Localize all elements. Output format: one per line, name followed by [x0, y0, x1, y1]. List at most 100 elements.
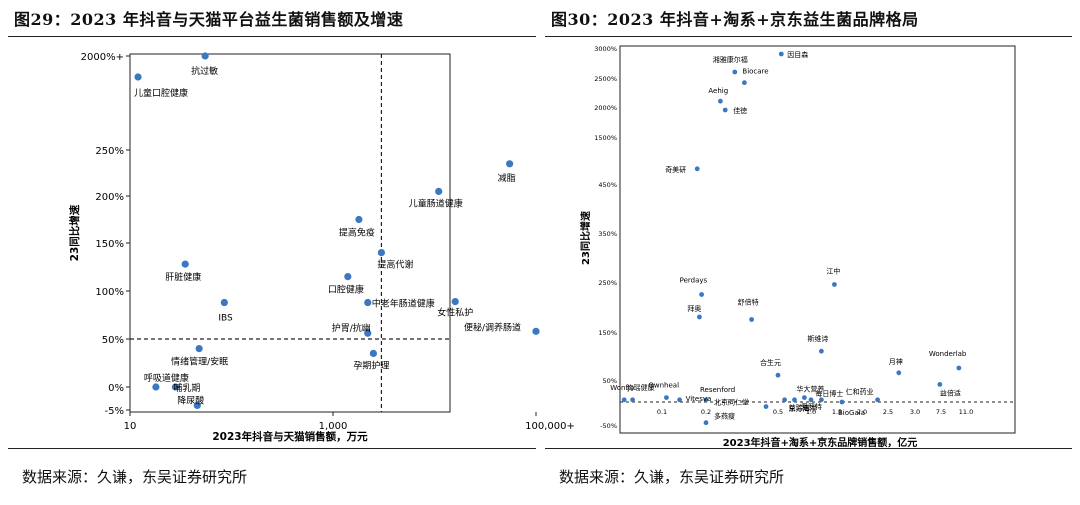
data-point — [369, 349, 377, 357]
footer-rule — [545, 448, 1072, 449]
point-label: 护胃/抗幽 — [332, 322, 371, 334]
data-point — [875, 397, 880, 403]
y-tick-label: 1500% — [594, 134, 617, 142]
point-label: 东方海洋 — [789, 404, 817, 413]
y-tick-label: 50% — [603, 377, 617, 385]
data-point — [201, 52, 209, 60]
point-label: BioGaia — [838, 409, 865, 417]
plot-frame — [129, 53, 451, 413]
data-point — [532, 327, 540, 335]
point-label: Aehig — [708, 87, 728, 95]
data-point — [937, 382, 943, 387]
x-tick-label: 0.2 — [701, 408, 711, 416]
point-label: 拜奥 — [687, 304, 701, 313]
data-point — [435, 187, 443, 195]
x-tick-label: 11.0 — [959, 408, 973, 416]
data-point — [220, 298, 228, 307]
point-label: WonfJo — [610, 384, 634, 392]
y-tick-label: 50% — [102, 335, 124, 346]
y-tick-label: 350% — [598, 230, 617, 238]
point-label: 月神 — [889, 357, 903, 366]
y-tick-label: 450% — [598, 181, 617, 189]
x-tick-label: 1.5 — [832, 408, 842, 416]
y-axis-label: 23同比增速 — [68, 204, 81, 261]
y-tick-label: -5% — [105, 406, 124, 417]
point-label: 舒倍特 — [738, 298, 759, 307]
data-point — [802, 395, 807, 400]
x-tick-label: 1,000 — [319, 421, 348, 432]
data-point — [355, 215, 363, 224]
y-tick-label: 0% — [108, 383, 124, 394]
point-label: 毎日博士 — [815, 389, 843, 398]
scatter-chart-30: -50% 50% 150% 250% 350% 450% 1500% 2000% 2500% 30… — [579, 45, 1016, 449]
point-label: 多燕瘦 — [714, 412, 735, 421]
point-label: 中老年肠道健康 — [372, 298, 435, 310]
y-axis-label: 23同比增速 — [579, 211, 592, 265]
point-label: Perdays — [680, 277, 708, 285]
source-note: 数据来源：久谦，东吴证券研究所 — [22, 468, 248, 486]
data-point — [839, 399, 845, 405]
data-point — [819, 348, 824, 354]
data-point — [819, 397, 824, 403]
point-label: 提高代谢 — [377, 259, 413, 271]
figure-30: 图30：2023 年抖音+淘系+京东益生菌品牌格局 -50% 50% 150% 250… — [545, 0, 1072, 505]
data-point — [808, 397, 814, 403]
point-label: 益瑞达 — [789, 403, 810, 412]
point-label: 提高免疫 — [339, 227, 375, 239]
point-label: Ownheal — [648, 382, 679, 390]
point-label: 减脂 — [498, 172, 516, 184]
point-label: 降尿酸 — [177, 394, 204, 406]
x-tick-label: 10 — [124, 421, 137, 432]
data-point — [171, 383, 179, 391]
point-label: 湘雅康尔福 — [713, 55, 748, 64]
data-point — [703, 420, 709, 426]
data-point — [364, 329, 372, 337]
point-label: 呼吸道健康 — [144, 372, 189, 384]
y-tick-label: 150% — [598, 329, 617, 337]
point-label: IBS — [218, 314, 233, 324]
point-label: 北京同仁堂 — [714, 398, 749, 407]
data-point — [152, 383, 160, 391]
data-point — [749, 317, 754, 322]
x-tick-label: 2.5 — [883, 408, 893, 416]
point-label: 肝脏健康 — [165, 271, 201, 283]
data-point — [832, 282, 837, 287]
point-label: 因目森 — [787, 50, 808, 59]
y-tick-label: 200% — [95, 192, 124, 203]
y-tick-label: 2000% — [594, 104, 617, 112]
data-point — [694, 166, 700, 172]
data-point — [742, 80, 747, 86]
point-label: Wonderlab — [929, 350, 967, 358]
point-label: 哺乳期 — [173, 382, 200, 394]
point-label: 斯维诗 — [807, 334, 828, 343]
data-point — [703, 397, 709, 403]
point-label: 儿童肠道健康 — [409, 197, 463, 209]
x-tick-label: 100,000+ — [525, 421, 575, 432]
point-label: 益倍适 — [940, 388, 961, 397]
figure-title: 图30：2023 年抖音+淘系+京东益生菌品牌格局 — [551, 10, 919, 29]
x-tick-label: 7.5 — [936, 408, 946, 416]
point-label: Resenford — [700, 386, 735, 394]
data-point — [699, 292, 704, 297]
data-point — [763, 404, 769, 409]
data-point — [718, 98, 723, 104]
point-label: 儿童口腔健康 — [134, 87, 188, 99]
x-tick-label: 2.0 — [857, 408, 867, 416]
data-point — [377, 249, 386, 257]
point-label: 爱罗特 — [801, 402, 822, 411]
data-point — [195, 345, 203, 353]
point-label: 口腔健康 — [328, 284, 364, 296]
y-tick-label: 150% — [95, 239, 124, 250]
y-tick-label: 250% — [598, 279, 617, 287]
x-tick-label: 0.5 — [773, 408, 783, 416]
point-label: 便秘/调养肠道 — [464, 321, 521, 333]
footer-rule — [8, 448, 536, 449]
data-point — [451, 297, 459, 306]
point-label: 江中 — [826, 267, 840, 276]
title-rule — [545, 36, 1072, 37]
data-point — [956, 365, 962, 371]
x-tick-label: 1.0 — [806, 408, 816, 416]
data-point — [664, 395, 669, 400]
y-tick-label: -50% — [600, 422, 617, 430]
point-label: 华大营养 — [796, 385, 824, 394]
